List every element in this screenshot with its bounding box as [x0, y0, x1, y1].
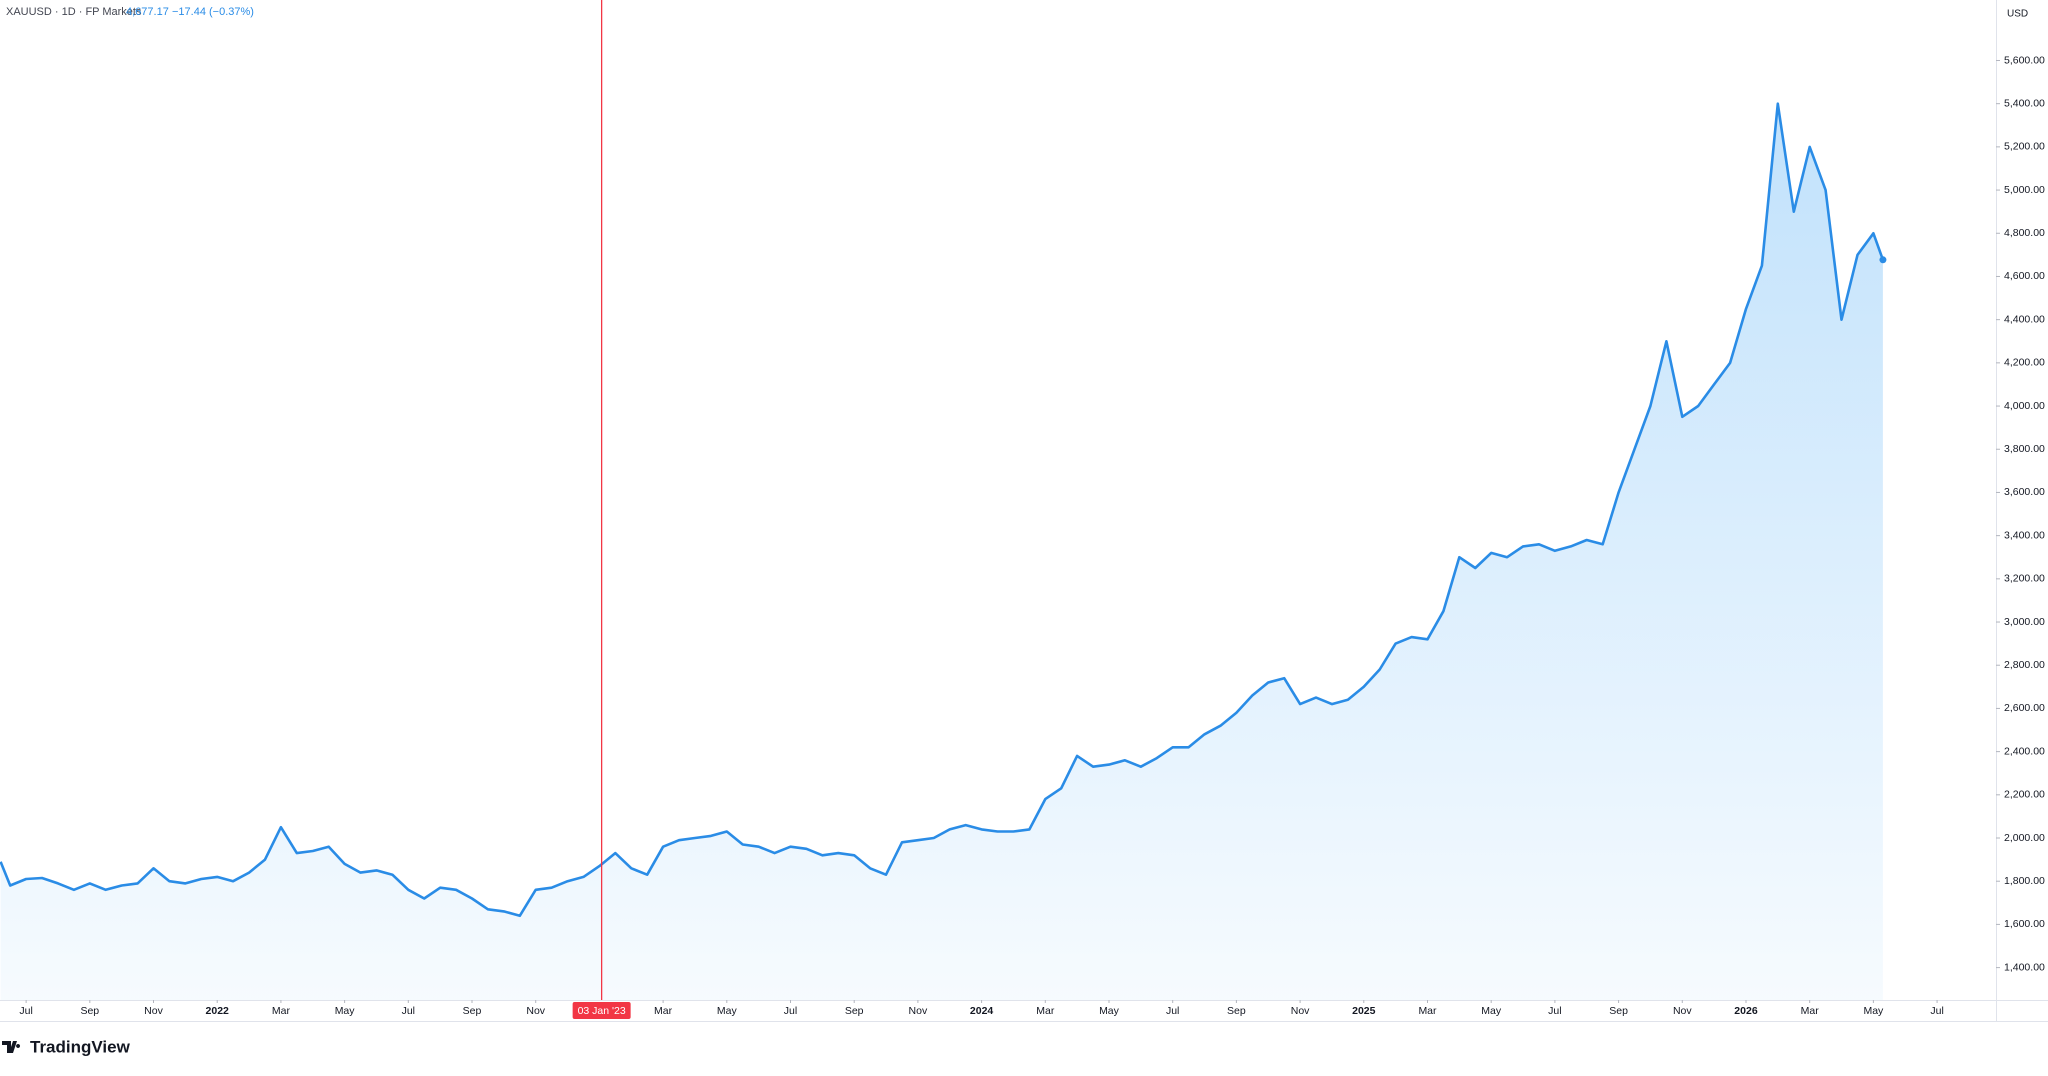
x-tick-label: Mar — [272, 1005, 291, 1017]
price-change: −17.44 (−0.37%) — [172, 6, 254, 18]
x-tick-label: Sep — [845, 1005, 864, 1017]
y-tick-label: 1,800.00 — [2004, 875, 2045, 887]
y-tick-label: 4,400.00 — [2004, 313, 2045, 325]
x-tick-label: Nov — [909, 1005, 928, 1017]
y-tick-label: 4,000.00 — [2004, 400, 2045, 412]
x-tick-label: Nov — [1291, 1005, 1310, 1017]
x-tick-label: Jul — [1166, 1005, 1179, 1017]
x-tick-label: Mar — [1036, 1005, 1055, 1017]
crosshair-label: 03 Jan '23 — [578, 1005, 626, 1017]
y-tick-label: 5,600.00 — [2004, 54, 2045, 66]
x-tick-label: Mar — [654, 1005, 673, 1017]
brand: TradingView — [30, 1037, 131, 1056]
x-tick-label: Sep — [1227, 1005, 1246, 1017]
x-tick-label: Sep — [463, 1005, 482, 1017]
x-tick-label: 2025 — [1352, 1005, 1376, 1017]
x-tick-label: May — [1863, 1005, 1884, 1017]
y-tick-label: 5,200.00 — [2004, 141, 2045, 153]
x-tick-label: Jul — [784, 1005, 797, 1017]
x-tick-label: 2026 — [1734, 1005, 1758, 1017]
x-tick-label: Mar — [1801, 1005, 1820, 1017]
x-tick-label: Nov — [144, 1005, 163, 1017]
last-point — [1879, 256, 1887, 264]
y-tick-label: 4,200.00 — [2004, 357, 2045, 369]
y-tick-label: 1,600.00 — [2004, 918, 2045, 930]
x-tick-label: Sep — [1609, 1005, 1628, 1017]
x-tick-label: Nov — [1673, 1005, 1692, 1017]
x-tick-label: Nov — [526, 1005, 545, 1017]
x-tick-label: May — [1481, 1005, 1502, 1017]
y-tick-label: 2,800.00 — [2004, 659, 2045, 671]
y-tick-label: 3,800.00 — [2004, 443, 2045, 455]
y-tick-label: 2,400.00 — [2004, 745, 2045, 757]
price-line — [0, 102, 1885, 918]
y-tick-label: 4,800.00 — [2004, 227, 2045, 239]
y-tick-label: 1,400.00 — [2004, 961, 2045, 973]
x-tick-label: May — [717, 1005, 738, 1017]
x-tick-label: 2024 — [970, 1005, 994, 1017]
x-tick-label: Jul — [1930, 1005, 1943, 1017]
x-tick-label: May — [335, 1005, 356, 1017]
area-fill — [0, 103, 1883, 1000]
y-tick-label: 5,400.00 — [2004, 97, 2045, 109]
logo: TradingView — [2, 1037, 131, 1056]
y-tick-label: 2,000.00 — [2004, 832, 2045, 844]
x-tick-label: Jul — [1548, 1005, 1561, 1017]
y-tick-label: 3,000.00 — [2004, 616, 2045, 628]
x-tick-label: Sep — [80, 1005, 99, 1017]
last-price: 4,677.17 — [126, 6, 169, 18]
y-tick-label: 2,200.00 — [2004, 789, 2045, 801]
y-tick-label: 3,200.00 — [2004, 573, 2045, 585]
y-tick-label: 2,600.00 — [2004, 702, 2045, 714]
logo-mark — [2, 1041, 21, 1053]
crosshair-label-bg — [572, 1002, 631, 1019]
x-tick-label: Jul — [402, 1005, 415, 1017]
x-tick-label: Mar — [1418, 1005, 1437, 1017]
symbol-info: XAUUSD · 1D · FP Markets — [6, 6, 142, 18]
x-tick-label: Jul — [19, 1005, 32, 1017]
y-tick-label: 3,400.00 — [2004, 529, 2045, 541]
x-tick-label: 2022 — [206, 1005, 230, 1017]
currency: USD — [2007, 9, 2028, 20]
y-tick-label: 3,600.00 — [2004, 486, 2045, 498]
y-tick-label: 5,000.00 — [2004, 184, 2045, 196]
x-tick-label: May — [1099, 1005, 1120, 1017]
y-tick-label: 4,600.00 — [2004, 270, 2045, 282]
